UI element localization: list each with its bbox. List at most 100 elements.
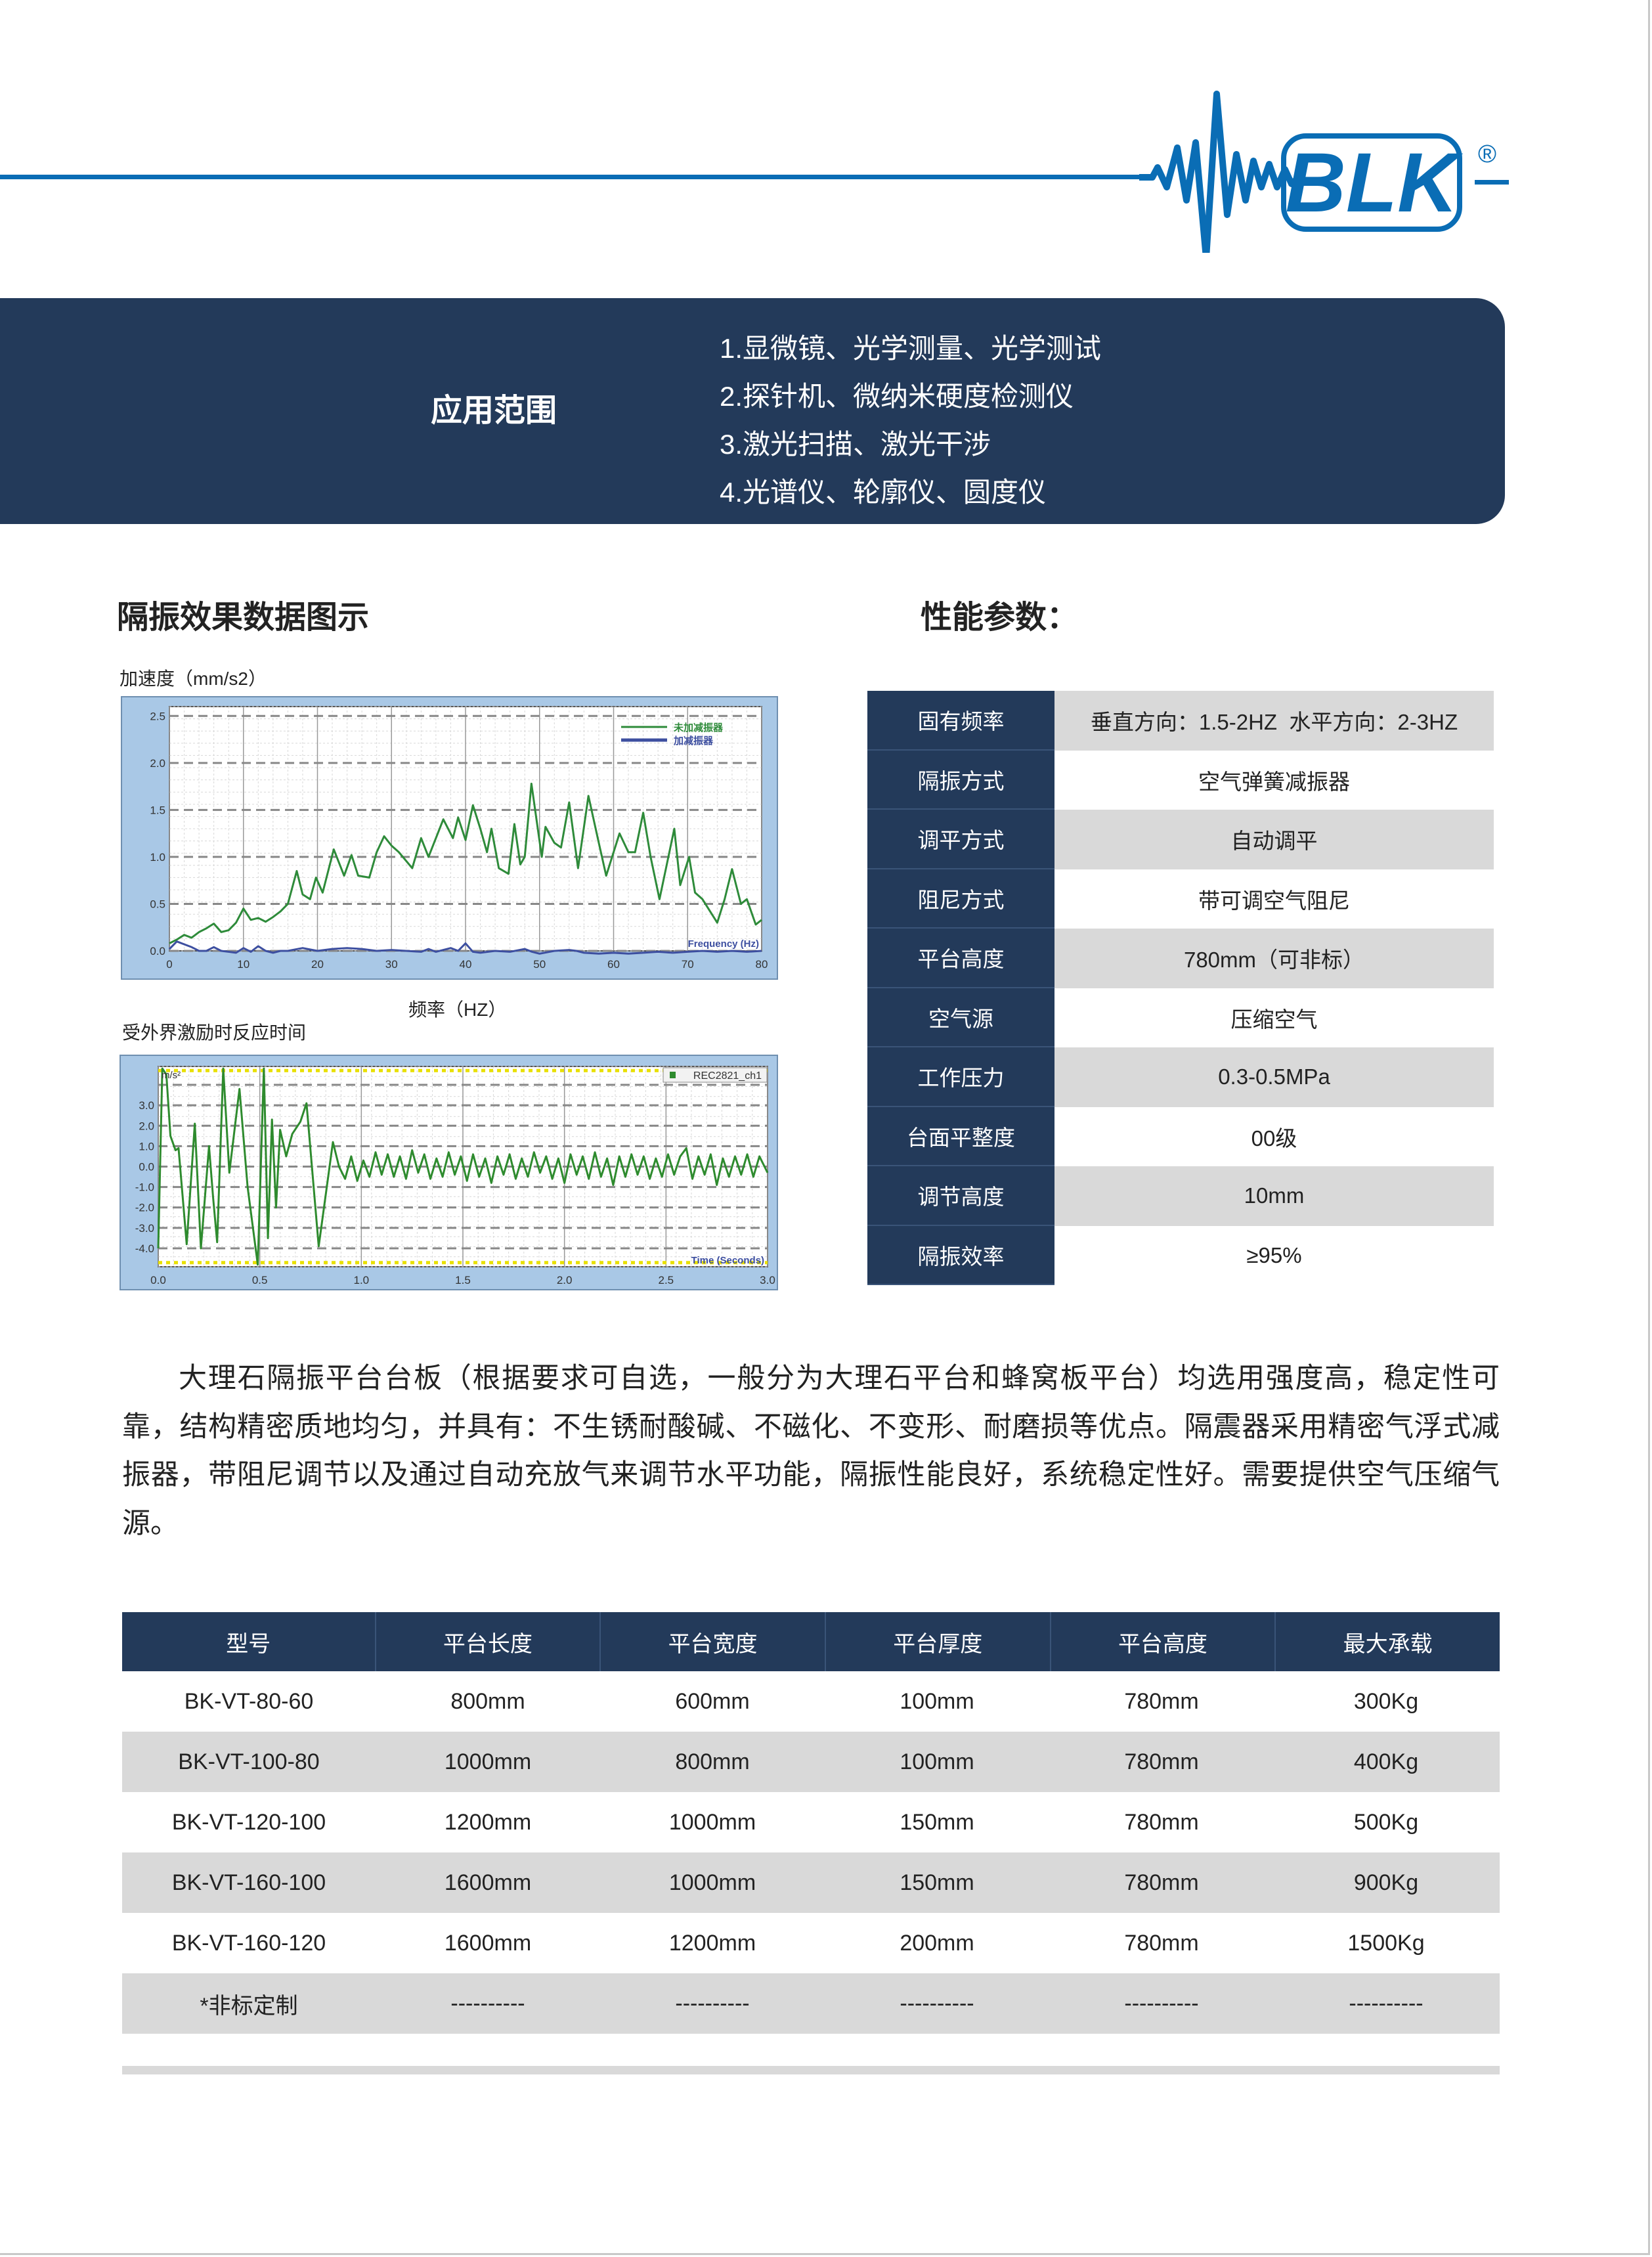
- response-time-chart: 0.0 0.5 1.0 1.5 2.0 2.5 3.0 3.0 2.0 1.0 0.0 -1.0 -2.…: [135, 1066, 775, 1286]
- table-row: BK-VT-80-60 800mm 600mm 100mm 780mm 300Kg: [122, 1671, 1500, 1732]
- param-value: 780mm（可非标）: [1054, 929, 1494, 988]
- table-cell: BK-VT-160-120: [171, 1930, 326, 1956]
- table-row: BK-VT-120-100 1200mm 1000mm 150mm 780mm 500Kg: [122, 1792, 1500, 1852]
- param-value: 压缩空气: [1230, 1007, 1318, 1032]
- chart1-xlabel: 频率（HZ）: [408, 999, 507, 1020]
- param-row: 平台高度 780mm（可非标）: [867, 929, 1494, 988]
- series-line: [157, 1067, 769, 1266]
- spec-table: 型号 平台长度 平台宽度 平台厚度 平台高度 最大承载 BK-VT-80-60 800mm 60…: [122, 1612, 1500, 2034]
- y-tick-label: 2.0: [139, 1120, 154, 1132]
- param-value: 垂直方向：1.5-2HZ 水平方向：2-3HZ: [1054, 691, 1494, 751]
- table-cell: 1000mm: [668, 1870, 756, 1895]
- application-item: 4.光谱仪、轮廓仪、圆度仪: [720, 477, 1047, 508]
- x-tick-label: 50: [533, 958, 546, 971]
- y-tick-label: -1.0: [135, 1181, 154, 1194]
- table-row: *非标定制 ---------- ---------- ---------- -----…: [122, 1973, 1500, 2034]
- param-value: 0.3-0.5MPa: [1054, 1047, 1494, 1107]
- y-tick-label: -4.0: [135, 1242, 154, 1255]
- param-value: 带可调空气阻尼: [1198, 888, 1350, 913]
- y-tick-label: 1.5: [150, 804, 165, 816]
- table-cell: 1200mm: [444, 1809, 532, 1835]
- table-cell: 780mm: [1124, 1688, 1199, 1714]
- param-value: ≥95%: [1246, 1242, 1302, 1267]
- table-cell: 780mm: [1124, 1809, 1199, 1835]
- brand-logo: BLK ®: [1139, 91, 1509, 253]
- table-cell: 900Kg: [1353, 1870, 1419, 1895]
- table-cell: 800mm: [675, 1749, 750, 1774]
- table-row: BK-VT-160-100 1600mm 1000mm 150mm 780mm 900Kg: [122, 1852, 1500, 1913]
- table-cell: BK-VT-120-100: [171, 1809, 326, 1835]
- application-list: 1.显微镜、光学测量、光学测试 2.探针机、微纳米硬度检测仪 3.激光扫描、激光…: [720, 324, 1101, 516]
- param-label: 工作压力: [867, 1047, 1054, 1107]
- table-cell: 780mm: [1124, 1870, 1199, 1895]
- x-tick-label: 60: [607, 958, 620, 971]
- legend-label: REC2821_ch1: [693, 1070, 762, 1082]
- param-row: 调节高度 10mm: [867, 1166, 1494, 1226]
- application-item: 3.激光扫描、激光干涉: [720, 429, 991, 460]
- table-cell: 800mm: [450, 1688, 525, 1714]
- wave-icon: [1139, 91, 1299, 253]
- table-cell: ----------: [675, 1990, 750, 2016]
- logo-text: BLK: [1285, 136, 1464, 230]
- table-cell: 780mm: [1124, 1749, 1199, 1774]
- x-tick-label: 2.5: [659, 1274, 674, 1286]
- param-value: 10mm: [1054, 1166, 1494, 1226]
- application-banner: 应用范围 1.显微镜、光学测量、光学测试 2.探针机、微纳米硬度检测仪 3.激光…: [0, 298, 1505, 524]
- y-tick-label: -2.0: [135, 1202, 154, 1214]
- table-cell: 600mm: [675, 1688, 750, 1714]
- table-header-cell: 平台高度: [1051, 1612, 1276, 1671]
- param-label: 隔振方式: [867, 750, 1054, 810]
- table-cell: ----------: [900, 1990, 974, 2016]
- x-tick-label: 1.0: [354, 1274, 370, 1286]
- legend-label: 加减振器: [673, 735, 714, 747]
- chart2-title: 受外界激励时反应时间: [122, 1022, 307, 1043]
- param-value: 00级: [1251, 1126, 1297, 1150]
- x-tick-label: 0.0: [150, 1274, 166, 1286]
- description-paragraph: 大理石隔振平台台板（根据要求可自选，一般分为大理石平台和蜂窝板平台）均选用强度高…: [122, 1363, 1500, 1539]
- x-axis-label: Frequency (Hz): [688, 938, 759, 950]
- x-tick-label: 20: [311, 958, 324, 971]
- y-tick-label: 0.0: [139, 1161, 154, 1173]
- x-tick-label: 1.5: [455, 1274, 471, 1286]
- chart2-frame: 0.0 0.5 1.0 1.5 2.0 2.5 3.0 3.0 2.0 1.0 0.0 -1.0 -2.…: [120, 1055, 778, 1290]
- param-label: 阻尼方式: [867, 869, 1054, 929]
- x-tick-label: 80: [756, 958, 768, 971]
- y-tick-label: 3.0: [139, 1099, 154, 1112]
- y-tick-label: 2.5: [150, 710, 165, 722]
- param-row: 阻尼方式 带可调空气阻尼: [867, 869, 1494, 929]
- y-tick-label: 0.0: [150, 945, 165, 957]
- table-header-cell: 最大承载: [1343, 1631, 1433, 1657]
- table-cell: 500Kg: [1353, 1809, 1419, 1835]
- y-tick-label: 1.0: [150, 851, 165, 864]
- logo-tail-rule: [1475, 180, 1509, 185]
- table-cell: 1000mm: [444, 1749, 532, 1774]
- legend-swatch: [670, 1072, 676, 1078]
- param-label: 固有频率: [867, 691, 1054, 751]
- param-row: 空气源 压缩空气: [867, 988, 1494, 1047]
- param-value: 自动调平: [1054, 810, 1494, 869]
- table-header-cell: 平台厚度: [826, 1612, 1051, 1671]
- x-tick-label: 40: [460, 958, 472, 971]
- table-cell: 100mm: [900, 1749, 974, 1774]
- param-label: 台面平整度: [867, 1107, 1054, 1166]
- application-item: 2.探针机、微纳米硬度检测仪: [720, 381, 1074, 412]
- y-tick-label: 1.0: [139, 1140, 154, 1152]
- param-label: 空气源: [867, 988, 1054, 1047]
- logo-frame: [1281, 133, 1462, 232]
- table-header-row: 型号 平台长度 平台宽度 平台厚度 平台高度 最大承载: [122, 1612, 1500, 1671]
- application-item: 1.显微镜、光学测量、光学测试: [720, 333, 1102, 364]
- x-tick-label: 0.5: [252, 1274, 268, 1286]
- table-row: BK-VT-100-80 1000mm 800mm 100mm 780mm 400Kg: [122, 1732, 1500, 1792]
- x-tick-label: 10: [237, 958, 250, 971]
- x-tick-label: 70: [682, 958, 694, 971]
- table-cell: 1200mm: [668, 1930, 756, 1956]
- table-cell: ----------: [450, 1990, 525, 2016]
- frequency-chart: 0 10 20 30 40 50 60 70 80 0.0 0.5 1.0 1.5 2.0 2.5 Frequ…: [150, 706, 768, 971]
- table-cell: 100mm: [900, 1688, 974, 1714]
- table-cell: 1600mm: [444, 1930, 532, 1956]
- param-row: 隔振方式 空气弹簧减振器: [867, 750, 1494, 810]
- param-row: 隔振效率 ≥95%: [867, 1225, 1494, 1285]
- table-cell: 1500Kg: [1347, 1930, 1425, 1956]
- table-cell: 150mm: [900, 1809, 974, 1835]
- series-line: [169, 782, 762, 944]
